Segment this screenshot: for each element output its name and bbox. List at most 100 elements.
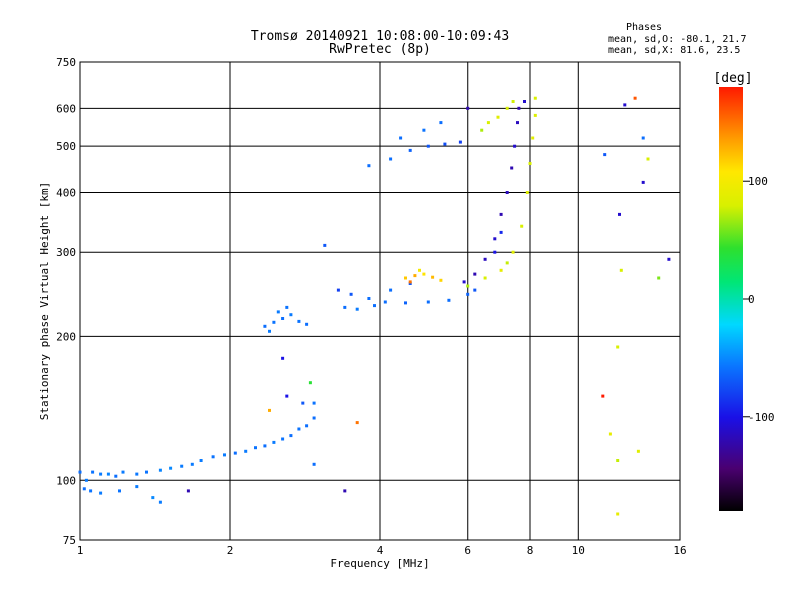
data-point (486, 121, 490, 125)
data-point (493, 250, 497, 254)
data-point (418, 268, 421, 272)
data-point (268, 329, 271, 333)
data-point (272, 440, 276, 444)
colorbar-tick-label: 100 (748, 175, 768, 188)
data-point (483, 276, 487, 280)
data-point (483, 257, 487, 261)
data-point (305, 424, 309, 428)
data-point (99, 472, 103, 476)
colorbar-tick-label: -100 (748, 411, 775, 424)
y-axis-label: Stationary phase Virtual Height [km] (38, 182, 51, 420)
x-tick-label: 8 (527, 544, 534, 557)
data-point (528, 162, 532, 165)
data-point (619, 268, 623, 272)
data-point (404, 301, 407, 305)
y-tick-label: 75 (63, 534, 76, 547)
data-point (301, 401, 305, 405)
data-point (308, 381, 312, 385)
y-tick-label: 750 (56, 56, 76, 69)
data-point (493, 237, 497, 241)
data-point (190, 462, 194, 466)
y-tick-label: 300 (56, 246, 76, 259)
data-point (158, 500, 162, 504)
data-point (211, 455, 215, 459)
data-point (355, 421, 359, 425)
data-point (657, 276, 661, 280)
data-points (78, 96, 671, 516)
data-point (439, 278, 443, 282)
data-point (533, 113, 537, 117)
data-point (323, 243, 327, 247)
grid-lines (80, 62, 680, 540)
data-point (355, 307, 359, 311)
data-point (466, 284, 470, 288)
data-point (422, 128, 426, 132)
data-point (276, 310, 280, 314)
data-point (404, 276, 407, 280)
data-point (263, 444, 267, 448)
data-point (78, 470, 82, 474)
data-point (408, 148, 412, 152)
data-point (499, 268, 503, 272)
data-point (646, 157, 650, 161)
chart-subtitle: RwPretec (8p) (329, 42, 431, 57)
data-point (285, 305, 289, 309)
x-axis-ticks: 1 2 4 6 8 10 16 (77, 544, 687, 557)
data-point (603, 153, 607, 157)
y-axis-ticks: 75 100 200 300 400 500 600 750 (56, 56, 76, 547)
data-point (186, 489, 190, 493)
data-point (343, 305, 347, 309)
x-tick-label: 6 (464, 544, 471, 557)
data-point (151, 496, 155, 500)
data-point (633, 96, 637, 100)
data-point (458, 140, 462, 144)
colorbar (719, 87, 743, 511)
data-point (121, 470, 125, 474)
phases-line-x: mean, sd,X: 81.6, 23.5 (608, 45, 740, 56)
data-point (223, 453, 226, 457)
data-point (289, 434, 293, 438)
data-point (305, 322, 309, 326)
y-tick-label: 600 (56, 102, 76, 115)
data-point (297, 319, 301, 323)
data-point (523, 100, 526, 103)
data-point (244, 449, 248, 453)
data-point (505, 261, 509, 265)
data-point (135, 472, 139, 476)
data-point (336, 288, 340, 292)
phases-line-o: mean, sd,O: -80.1, 21.7 (608, 34, 746, 45)
data-point (499, 212, 503, 216)
data-point (281, 356, 285, 360)
data-point (505, 191, 509, 194)
data-point (496, 115, 500, 119)
data-point (268, 408, 271, 412)
data-point (426, 300, 430, 304)
data-point (408, 282, 412, 285)
data-point (466, 292, 470, 296)
data-point (422, 272, 426, 276)
data-point (408, 280, 412, 284)
data-point (263, 324, 267, 328)
data-point (510, 166, 514, 170)
data-point (106, 472, 110, 476)
data-point (505, 106, 509, 110)
data-point (281, 317, 285, 320)
data-point (199, 459, 203, 462)
data-point (466, 106, 470, 110)
data-point (443, 142, 447, 146)
data-point (473, 272, 477, 276)
phases-heading: Phases (626, 22, 662, 33)
data-point (99, 491, 103, 495)
y-tick-label: 100 (56, 474, 76, 487)
data-point (641, 136, 645, 140)
data-point (343, 489, 347, 493)
x-tick-label: 4 (377, 544, 384, 557)
data-point (389, 288, 393, 292)
y-tick-label: 200 (56, 330, 76, 343)
data-point (499, 230, 503, 234)
data-point (281, 437, 285, 441)
data-point (297, 427, 301, 431)
data-point (623, 103, 627, 107)
data-point (413, 274, 417, 278)
data-point (511, 250, 515, 254)
